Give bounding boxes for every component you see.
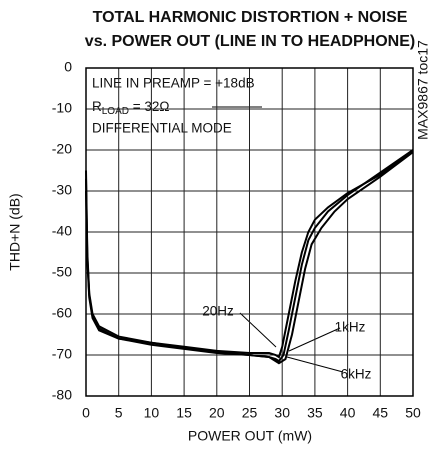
series-label: 6kHz [341, 367, 372, 382]
side-label: MAX9867 toc17 [415, 40, 431, 140]
y-tick-label: -40 [52, 223, 72, 239]
y-tick-label: -50 [52, 264, 72, 280]
y-tick-label: -10 [52, 100, 72, 116]
y-tick-label: -70 [52, 346, 72, 362]
line-series [85, 151, 414, 365]
x-tick-label: 15 [176, 405, 192, 421]
x-axis-label: POWER OUT (mW) [188, 428, 312, 444]
y-tick-label: -30 [52, 182, 72, 198]
annotation: R [92, 99, 102, 114]
y-tick-label: -60 [52, 305, 72, 321]
annotation: RLOAD = 32Ω [92, 99, 169, 117]
y-axis-label: THD+N (dB) [7, 193, 23, 270]
x-tick-label: 20 [209, 405, 225, 421]
x-tick-label: 10 [144, 405, 160, 421]
x-tick-label: 50 [405, 405, 421, 421]
series-label: 1kHz [335, 320, 366, 335]
annotation-subscript: LOAD [102, 106, 129, 117]
x-tick-label: 30 [274, 405, 290, 421]
y-tick-label: -20 [52, 141, 72, 157]
chart-title: TOTAL HARMONIC DISTORTION + NOISE [93, 9, 408, 26]
leader [239, 312, 277, 348]
x-tick-label: 5 [115, 405, 123, 421]
series-label: 20Hz [202, 304, 234, 319]
x-tick-label: 45 [373, 405, 389, 421]
chart-title: vs. POWER OUT (LINE IN TO HEADPHONE) [85, 33, 415, 50]
x-tick-label: 0 [82, 405, 90, 421]
y-tick-label: 0 [64, 59, 72, 75]
annotation: = 32Ω [129, 99, 170, 114]
annotation: LINE IN PREAMP = +18dB [92, 76, 255, 91]
x-tick-label: 25 [242, 405, 258, 421]
x-tick-label: 40 [340, 405, 356, 421]
y-tick-label: -80 [52, 387, 72, 403]
annotation: DIFFERENTIAL MODE [92, 121, 232, 136]
x-tick-label: 35 [307, 405, 323, 421]
